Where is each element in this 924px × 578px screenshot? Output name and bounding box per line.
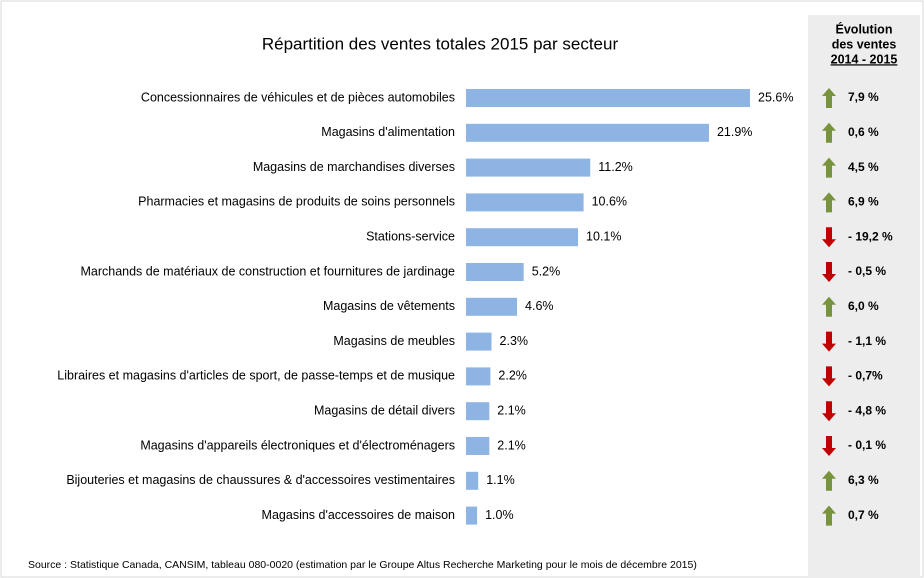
down-arrow [822,401,836,422]
change-label: 6,0 % [848,299,879,313]
value-label: 2.1% [497,403,526,417]
bar [466,437,490,455]
bar [466,297,518,316]
change-label: 7,9 % [848,90,879,104]
category-label: Magasins d'appareils électroniques et d'… [140,438,455,452]
bar [466,332,492,351]
category-label: Stations-service [366,229,455,243]
category-label: Magasins de marchandises diverses [253,160,455,174]
side-header: des ventes [832,37,897,51]
category-label: Magasins d'alimentation [321,125,455,139]
bar [466,367,491,386]
value-label: 2.2% [498,369,527,383]
down-arrow [822,366,836,387]
change-label: 6,9 % [848,195,879,209]
up-arrow [822,88,836,108]
value-label: 1.1% [486,473,515,487]
category-label: Marchands de matériaux de construction e… [80,264,455,278]
value-label: 1.0% [485,508,514,522]
bar [466,228,579,247]
change-label: 0,7 % [848,508,879,522]
change-label: - 0,5 % [848,264,886,278]
change-label: - 0,1 % [848,438,886,452]
bar [466,263,524,281]
down-arrow [822,227,836,248]
change-label: - 0,7% [848,369,883,383]
side-header: 2014 - 2015 [831,52,898,66]
down-arrow [822,262,836,282]
change-label: - 1,1 % [848,334,886,348]
value-label: 21.9% [717,125,752,139]
change-label: 0,6 % [848,125,879,139]
category-label: Magasins de vêtements [323,299,455,313]
up-arrow [822,505,836,526]
value-label: 25.6% [758,90,793,104]
category-label: Magasins de détail divers [314,403,455,417]
change-label: - 19,2 % [848,229,893,243]
up-arrow [822,296,836,317]
up-arrow [822,157,836,178]
value-label: 11.2% [598,160,633,174]
category-label: Libraires et magasins d'articles de spor… [57,369,455,383]
value-label: 10.1% [586,229,621,243]
category-label: Bijouteries et magasins de chaussures & … [66,473,455,487]
up-arrow [822,122,836,143]
category-label: Magasins de meubles [333,334,455,348]
change-label: 4,5 % [848,160,879,174]
value-label: 2.3% [500,334,529,348]
value-label: 2.1% [497,438,526,452]
down-arrow [822,331,836,352]
bar [466,402,490,421]
category-label: Magasins d'accessoires de maison [262,508,455,522]
side-header: Évolution [836,21,893,36]
down-arrow [822,436,836,456]
value-label: 10.6% [592,195,627,209]
value-label: 4.6% [525,299,554,313]
bar [466,123,709,142]
category-label: Concessionnaires de véhicules et de pièc… [141,90,455,104]
source-note: Source : Statistique Canada, CANSIM, tab… [28,559,697,571]
change-label: 6,3 % [848,473,879,487]
category-label: Pharmacies et magasins de produits de so… [138,195,455,209]
value-label: 5.2% [532,264,561,278]
change-label: - 4,8 % [848,403,886,417]
chart-title: Répartition des ventes totales 2015 par … [262,34,619,53]
bar [466,471,479,490]
bar [466,89,750,107]
bar [466,158,591,177]
bar [466,193,584,212]
up-arrow [822,470,836,491]
up-arrow [822,192,836,213]
bar [466,506,478,525]
